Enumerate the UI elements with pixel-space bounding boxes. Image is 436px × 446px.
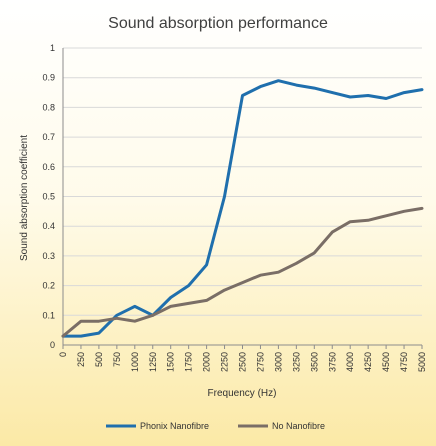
x-tick-label: 1250	[148, 352, 158, 372]
y-tick-label: 0.9	[42, 73, 55, 83]
x-tick-label: 4250	[363, 352, 373, 372]
axes	[62, 48, 423, 349]
x-axis-title: Frequency (Hz)	[208, 388, 277, 399]
legend-label: Phonix Nanofibre	[140, 421, 209, 431]
y-axis-title: Sound absorption coefficient	[19, 135, 30, 261]
y-tick-label: 0.4	[42, 221, 55, 231]
x-tick-labels: 0 250 500 750 1000 1250 1500 1750 2000 2250 2500 27…	[58, 352, 427, 372]
gridlines	[63, 47, 422, 316]
y-tick-label: 0.2	[42, 281, 55, 291]
series-lines	[61, 79, 424, 338]
x-tick-label: 3000	[273, 352, 283, 372]
y-tick-labels: 0 0.1 0.2 0.3 0.4 0.5 0.6 0.7 0.8 0.9 1	[42, 43, 55, 350]
y-tick-label: 0.1	[42, 310, 55, 320]
x-tick-label: 2750	[255, 352, 265, 372]
y-tick-label: 0.5	[42, 192, 55, 202]
y-tick-label: 0.6	[42, 162, 55, 172]
y-tick-label: 0.8	[42, 102, 55, 112]
x-tick-label: 2500	[238, 352, 248, 372]
x-tick-label: 750	[112, 352, 122, 367]
series-line-phonix-nanofibre	[61, 79, 424, 338]
x-tick-label: 2000	[202, 352, 212, 372]
legend-label: No Nanofibre	[272, 421, 325, 431]
x-tick-label: 3250	[291, 352, 301, 372]
x-tick-label: 250	[76, 352, 86, 367]
x-tick-label: 5000	[417, 352, 427, 372]
series-line-no-nanofibre	[61, 206, 424, 338]
x-tick-label: 4500	[381, 352, 391, 372]
y-tick-label: 1	[50, 43, 55, 53]
x-tick-label: 1750	[184, 352, 194, 372]
x-tick-label: 1000	[130, 352, 140, 372]
x-tick-label: 4750	[399, 352, 409, 372]
x-tick-label: 4000	[345, 352, 355, 372]
y-tick-label: 0.7	[42, 132, 55, 142]
x-tick-label: 3750	[327, 352, 337, 372]
y-tick-label: 0	[50, 340, 55, 350]
chart-title: Sound absorption performance	[108, 15, 328, 32]
x-tick-label: 2250	[220, 352, 230, 372]
x-tick-label: 1500	[166, 352, 176, 372]
y-tick-label: 0.3	[42, 251, 55, 261]
legend: Phonix Nanofibre No Nanofibre	[106, 421, 325, 431]
x-tick-label: 0	[58, 352, 68, 357]
x-tick-label: 3500	[309, 352, 319, 372]
x-tick-label: 500	[94, 352, 104, 367]
